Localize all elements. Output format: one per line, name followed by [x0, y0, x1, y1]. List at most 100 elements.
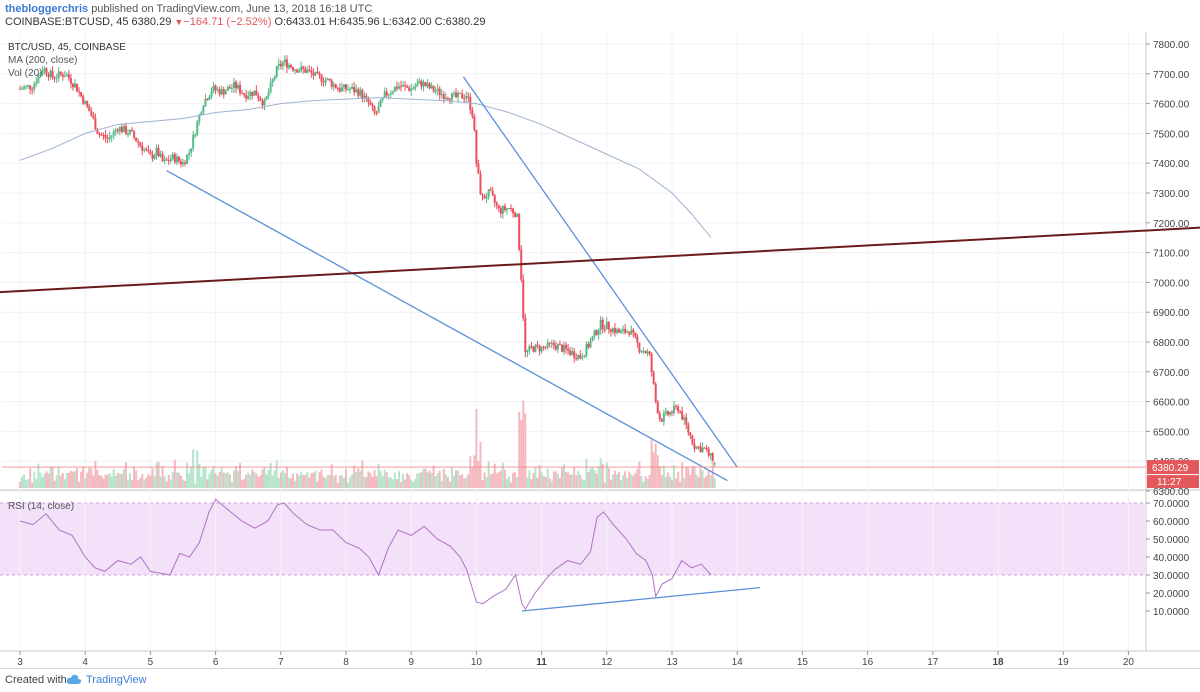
candle-body [377, 106, 380, 114]
candle-body [80, 92, 83, 97]
candle-body [322, 81, 325, 83]
candle-body [577, 354, 580, 360]
volume-bar [78, 481, 81, 488]
volume-bar [664, 476, 667, 488]
volume-bar [520, 419, 523, 488]
volume-bar [467, 474, 470, 488]
volume-bar [497, 472, 500, 488]
volume-bar [71, 471, 74, 488]
volume-bar [499, 470, 502, 488]
volume-bar [33, 471, 36, 488]
candle-body [357, 89, 360, 96]
volume-bar [43, 473, 46, 488]
candle-body [503, 206, 506, 211]
time-tick-label: 12 [601, 657, 613, 668]
volume-bar [501, 462, 504, 488]
volume-bar [469, 456, 472, 488]
time-tick-label: 17 [927, 657, 939, 668]
candle-body [701, 447, 704, 452]
candle-body [369, 102, 372, 105]
candle-body [705, 448, 708, 450]
candle-body [713, 463, 716, 465]
candle-body [618, 329, 621, 333]
vol-legend-label: Vol (20) [8, 68, 42, 79]
candle-body [263, 99, 266, 106]
price-tick-label: 6600.00 [1153, 398, 1190, 409]
volume-bar [379, 470, 382, 488]
candle-body [74, 83, 77, 87]
candle-body [82, 96, 85, 104]
candle-body [448, 99, 451, 101]
volume-bar [408, 475, 411, 488]
candle-body [660, 418, 663, 422]
volume-bar [328, 475, 331, 488]
volume-bar [310, 473, 313, 488]
volume-bar [432, 465, 435, 488]
time-tick-label: 14 [732, 657, 744, 668]
volume-bar [171, 471, 174, 488]
candle-body [351, 86, 354, 89]
candle-body [463, 98, 466, 100]
ohlc-text: O:6433.01 H:6435.96 L:6342.00 C:6380.29 [274, 16, 486, 28]
volume-bar [226, 472, 229, 488]
candle-body [381, 97, 384, 100]
candle-body [342, 84, 345, 88]
volume-bar [430, 472, 433, 488]
volume-bar [410, 479, 413, 488]
candle-body [112, 131, 115, 136]
volume-bar [463, 478, 466, 488]
volume-bar [558, 477, 561, 488]
candle-body [438, 88, 441, 96]
candle-body [149, 151, 152, 155]
candle-body [137, 141, 140, 143]
time-tick-label: 15 [797, 657, 809, 668]
volume-bar [534, 467, 537, 488]
candle-body [118, 126, 121, 132]
volume-bar [538, 465, 541, 488]
volume-bar [351, 474, 354, 488]
candle-body [326, 78, 329, 80]
volume-bar [673, 465, 676, 488]
volume-bar [261, 469, 264, 488]
volume-bar [283, 473, 286, 488]
candle-body [29, 85, 32, 90]
volume-bar [110, 476, 113, 488]
volume-bar [245, 474, 248, 488]
rsi-tick-label: 40.0000 [1153, 553, 1190, 564]
volume-bar [326, 474, 329, 488]
candle-body [534, 344, 537, 352]
volume-bar [143, 479, 146, 488]
volume-bar [334, 475, 337, 488]
price-chart-canvas[interactable]: 6300.006400.006500.006600.006700.006800.… [0, 32, 1200, 668]
tradingview-link[interactable]: TradingView [86, 674, 147, 686]
author-link[interactable]: thebloggerchris [5, 3, 89, 15]
candle-body [92, 115, 95, 119]
volume-bar [257, 476, 260, 488]
candle-body [495, 202, 498, 206]
volume-bar [198, 463, 201, 488]
candle-body [188, 152, 191, 155]
volume-bar [296, 473, 299, 488]
volume-bar [133, 467, 136, 488]
candle-body [589, 341, 592, 348]
volume-bar [314, 470, 317, 488]
candle-body [237, 85, 240, 89]
volume-bar [27, 478, 30, 488]
candle-body [642, 351, 645, 353]
volume-bar [414, 478, 417, 488]
candle-body [243, 93, 246, 95]
volume-bar [618, 471, 621, 488]
volume-bar [210, 470, 213, 488]
candle-body [216, 89, 219, 91]
volume-bar [406, 473, 409, 488]
volume-bar [532, 473, 535, 488]
candle-body [501, 206, 504, 214]
volume-bar [84, 478, 87, 488]
candle-body [49, 70, 52, 78]
volume-bar [624, 471, 627, 488]
candle-body [98, 133, 101, 135]
volume-bar [35, 479, 38, 488]
candle-body [171, 154, 174, 160]
volume-bar [51, 467, 54, 488]
rsi-tick-label: 10.0000 [1153, 607, 1190, 618]
